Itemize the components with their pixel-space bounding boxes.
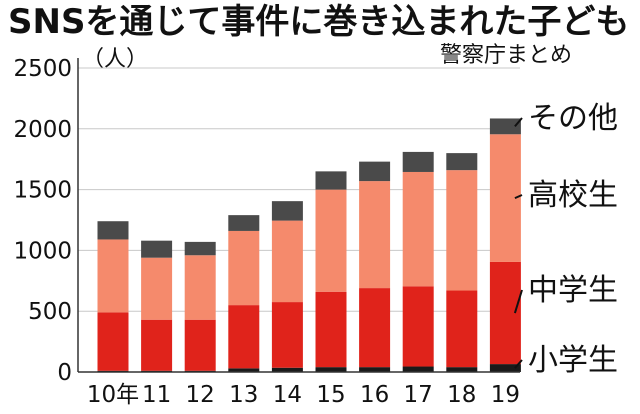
bar-segment-その他-12 [184, 241, 216, 256]
bar-segment-中学生-17 [402, 286, 434, 367]
x-tick-label: 15 [316, 382, 345, 408]
bar-segment-中学生-13 [228, 305, 260, 369]
x-tick-label: 14 [273, 382, 302, 408]
bar-segment-小学生-16 [359, 367, 391, 372]
bar-segment-その他-10年 [97, 221, 129, 240]
x-tick-label: 19 [491, 382, 520, 408]
bar-segment-小学生-19 [489, 364, 521, 372]
bar-segment-その他-13 [228, 215, 260, 231]
x-tick-label: 11 [142, 382, 171, 408]
bar-segment-高校生-10年 [97, 239, 129, 313]
bar-segment-その他-17 [402, 151, 434, 172]
bar-segment-高校生-14 [271, 220, 303, 303]
y-tick-label: 1000 [13, 238, 72, 264]
bar-segment-高校生-18 [446, 170, 478, 291]
bar-segment-中学生-16 [359, 288, 391, 368]
legend-label-高校生: 高校生 [528, 178, 618, 213]
y-tick-label: 1500 [13, 178, 72, 204]
legend: 小学生 中学生 高校生 その他 [513, 101, 618, 378]
bar-segment-その他-19 [489, 118, 521, 135]
x-tick-label: 18 [447, 382, 476, 408]
bar-segment-その他-16 [359, 161, 391, 182]
bar-segment-小学生-15 [315, 367, 347, 372]
x-tick-labels: 10年 11 12 13 14 15 16 17 18 19 [87, 382, 520, 408]
source-note: 警察庁まとめ [440, 43, 573, 68]
bar-segment-高校生-16 [359, 181, 391, 289]
bar-segment-中学生-10年 [97, 312, 129, 371]
bar-segment-小学生-14 [271, 367, 303, 372]
legend-label-小学生: 小学生 [528, 343, 618, 378]
y-tick-label: 2500 [13, 56, 72, 82]
x-tick-label: 12 [186, 382, 215, 408]
y-tick-labels: 0 500 1000 1500 2000 2500 [13, 56, 72, 386]
bar-segment-高校生-13 [228, 230, 260, 306]
bar-segment-中学生-18 [446, 290, 478, 368]
bar-segment-その他-14 [271, 201, 303, 221]
bar-segment-高校生-12 [184, 255, 216, 320]
y-tick-label: 0 [57, 360, 72, 386]
legend-leader-line [513, 289, 523, 314]
y-tick-label: 500 [28, 299, 72, 325]
bar-segment-中学生-14 [271, 302, 303, 368]
axes [77, 58, 520, 373]
x-tick-label: 10年 [87, 382, 139, 408]
legend-label-その他: その他 [528, 101, 618, 136]
bar-series [97, 118, 521, 372]
bar-segment-高校生-17 [402, 171, 434, 287]
bar-segment-小学生-18 [446, 367, 478, 372]
bar-segment-中学生-11 [141, 319, 173, 371]
bar-segment-高校生-15 [315, 189, 347, 292]
bar-segment-中学生-19 [489, 261, 521, 365]
bar-segment-その他-18 [446, 153, 478, 171]
legend-label-中学生: 中学生 [528, 273, 618, 308]
bar-segment-その他-11 [141, 240, 173, 258]
bar-segment-中学生-15 [315, 291, 347, 368]
x-tick-label: 17 [404, 382, 433, 408]
bar-segment-小学生-17 [402, 366, 434, 372]
y-tick-label: 2000 [13, 117, 72, 143]
x-tick-label: 13 [229, 382, 258, 408]
bar-segment-小学生-13 [228, 368, 260, 372]
chart-title: SNSを通じて事件に巻き込まれた子ども [8, 2, 630, 42]
x-tick-label: 16 [360, 382, 389, 408]
legend-leader-line [514, 359, 523, 369]
legend-leader-line [514, 194, 523, 200]
legend-leader-line [514, 117, 523, 128]
bar-segment-中学生-12 [184, 319, 216, 371]
bar-segment-高校生-11 [141, 257, 173, 320]
bar-segment-その他-15 [315, 171, 347, 190]
